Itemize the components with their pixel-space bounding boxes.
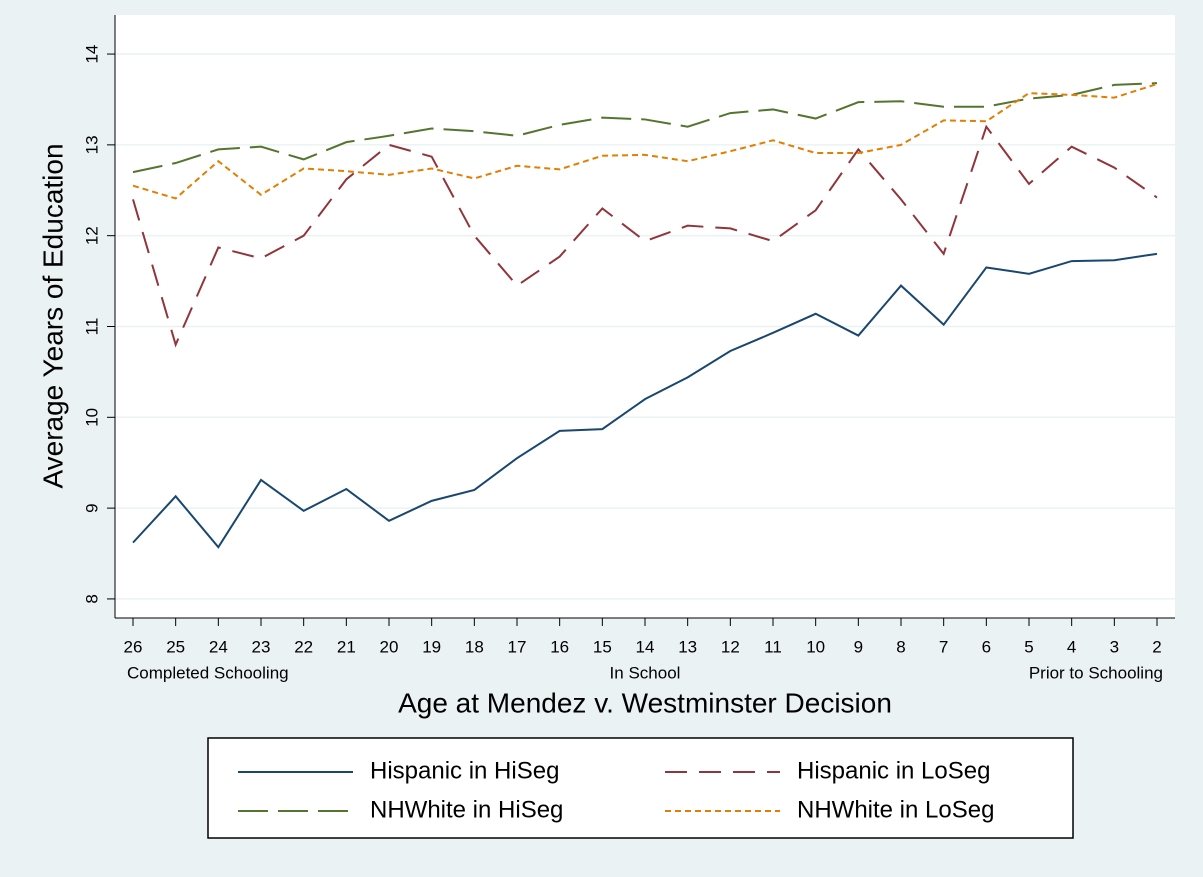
y-tick-label: 10 <box>82 408 101 427</box>
x-tick-label: 5 <box>1024 637 1033 656</box>
legend <box>207 737 1074 839</box>
x-tick-label: 26 <box>124 637 143 656</box>
x-tick-label: 18 <box>465 637 484 656</box>
x-tick-label: 12 <box>721 637 740 656</box>
y-axis-title: Average Years of Education <box>37 143 68 488</box>
x-group-label: Prior to Schooling <box>1029 663 1163 682</box>
x-tick-label: 10 <box>806 637 825 656</box>
x-tick-label: 13 <box>678 637 697 656</box>
data-line <box>132 83 1158 200</box>
y-tick-label: 14 <box>82 45 101 64</box>
x-tick-label: 3 <box>1110 637 1119 656</box>
x-tick-label: 25 <box>166 637 185 656</box>
y-tick-label: 12 <box>82 226 101 245</box>
data-line <box>132 82 1158 174</box>
legend-label: Hispanic in HiSeg <box>370 757 559 784</box>
x-tick-label: 19 <box>422 637 441 656</box>
x-tick-label: 24 <box>209 637 228 656</box>
y-tick-label: 11 <box>82 318 101 336</box>
x-tick-label: 23 <box>252 637 271 656</box>
data-line <box>132 124 1158 348</box>
x-axis-title: Age at Mendez v. Westminster Decision <box>398 687 892 718</box>
x-group-label: In School <box>610 663 681 682</box>
y-tick-label: 8 <box>82 594 101 603</box>
x-tick-label: 21 <box>337 637 356 656</box>
x-tick-label: 7 <box>939 637 948 656</box>
data-line <box>132 252 1158 549</box>
plot-area <box>115 15 1175 618</box>
x-tick-label: 16 <box>550 637 569 656</box>
legend-label: NHWhite in HiSeg <box>370 796 563 823</box>
x-tick-label: 8 <box>896 637 905 656</box>
x-tick-label: 17 <box>508 637 527 656</box>
x-tick-label: 4 <box>1067 637 1076 656</box>
legend-label: Hispanic in LoSeg <box>797 757 990 784</box>
x-tick-label: 2 <box>1152 637 1161 656</box>
x-tick-label: 15 <box>593 637 612 656</box>
x-tick-label: 14 <box>636 637 655 656</box>
legend-label: NHWhite in LoSeg <box>797 796 994 823</box>
x-tick-label: 20 <box>380 637 399 656</box>
x-tick-label: 22 <box>294 637 313 656</box>
x-tick-label: 11 <box>764 637 782 656</box>
x-group-label: Completed Schooling <box>127 663 289 682</box>
x-tick-label: 6 <box>982 637 991 656</box>
x-tick-label: 9 <box>854 637 863 656</box>
y-tick-label: 9 <box>82 503 101 512</box>
y-tick-label: 13 <box>82 135 101 154</box>
